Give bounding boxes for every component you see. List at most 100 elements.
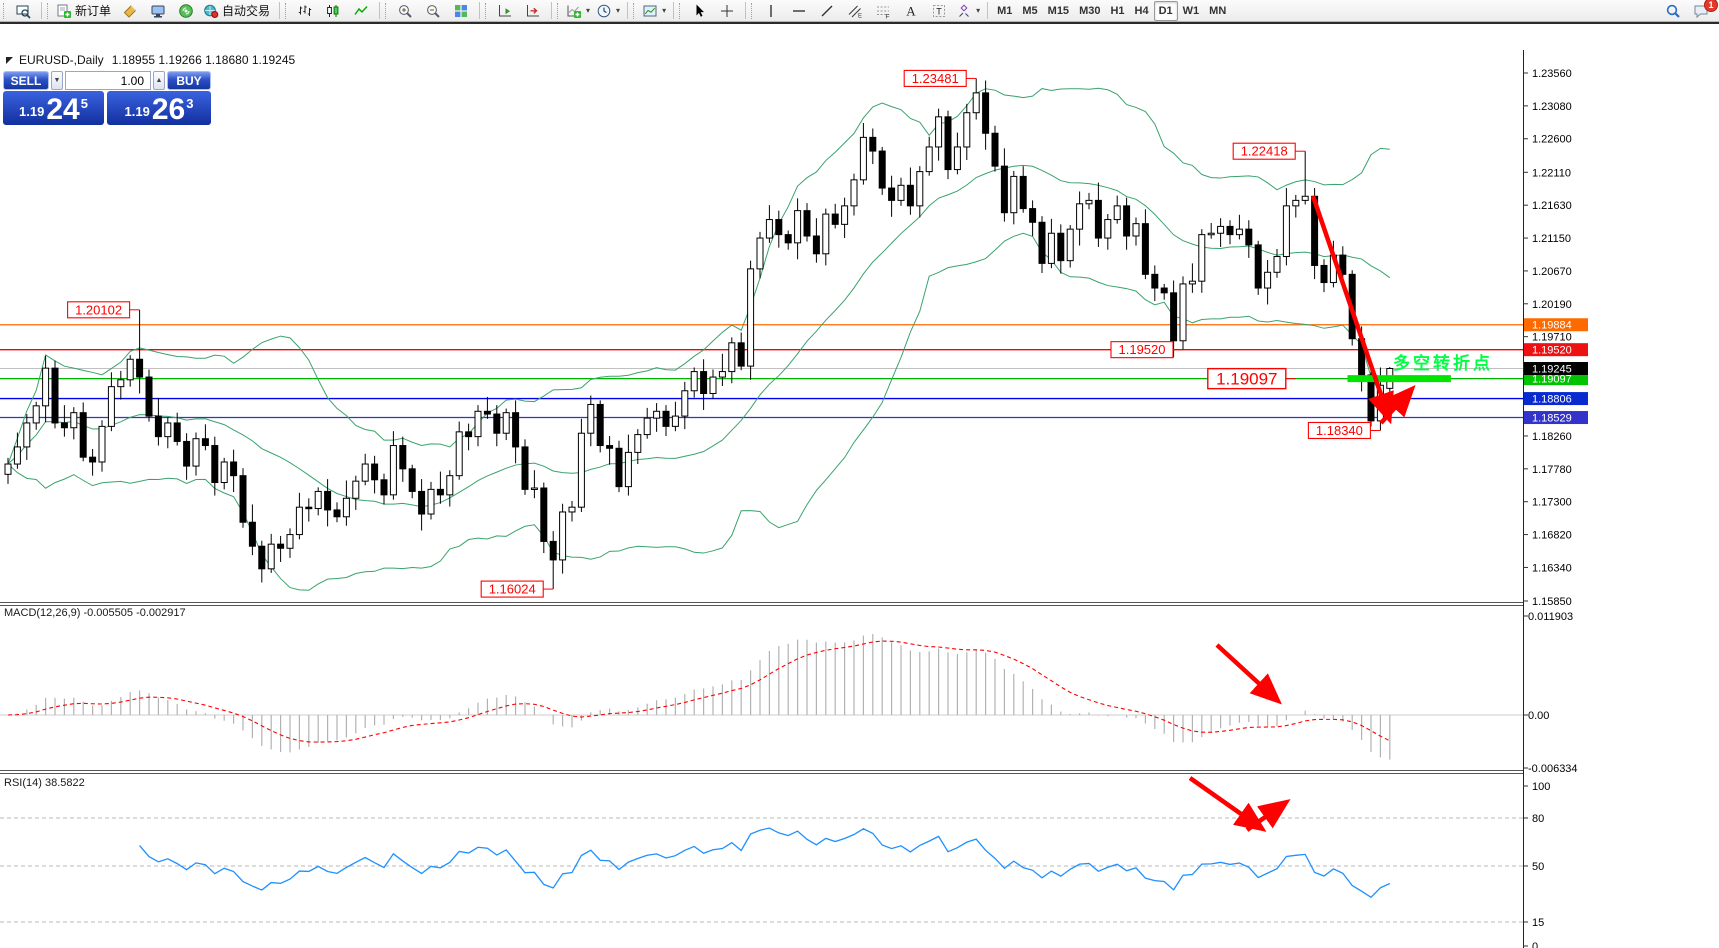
horizontal-line-objects[interactable] [0,324,1523,419]
crosshair-icon [719,3,735,19]
timeframe-M5-button[interactable]: M5 [1022,4,1038,17]
metaeditor-button[interactable] [116,0,144,22]
svg-text:0.00: 0.00 [1528,710,1549,722]
svg-text:1.18260: 1.18260 [1532,431,1572,443]
indicators-list-dropdown-icon[interactable]: ▾ [586,6,591,15]
text-label-tool-button[interactable]: T [925,0,953,22]
buy-price-pip: 3 [186,96,194,111]
toolbar-grip [3,2,6,19]
crosshair-button[interactable] [713,0,741,22]
line-chart-mode-button[interactable] [347,0,375,22]
volume-input[interactable] [65,71,151,90]
equidistant-channel-tool-button[interactable]: E [841,0,869,22]
svg-text:1.22110: 1.22110 [1532,167,1571,179]
macd-signal-line [7,640,1391,743]
price-label-1.23481[interactable]: 1.23481 [903,69,967,87]
volume-decrease-button[interactable]: ▼ [51,71,63,90]
macd-axis[interactable]: 0.011903 0.00 -0.006334 [1523,611,1578,775]
terminal-button[interactable] [144,0,172,22]
trend-arrows[interactable] [1188,195,1416,832]
svg-text:1.19520: 1.19520 [1532,345,1572,357]
search-button[interactable] [1659,0,1687,22]
notifications-button[interactable]: 1 [1687,0,1718,22]
svg-text:T: T [936,6,942,16]
rsi-axis[interactable]: 100 80 50 15 0 [1523,781,1550,948]
svg-text:-0.006334: -0.006334 [1528,763,1578,775]
fibonacci-tool-button[interactable]: F [869,0,897,22]
toolbar-grip [751,2,754,19]
chinese-annotation-text[interactable]: 多空转折点 [1393,354,1493,373]
timeframe-M30-button[interactable]: M30 [1079,4,1101,17]
svg-text:1.19884: 1.19884 [1532,320,1572,332]
tile-windows-icon [453,3,469,19]
price-label-1.22418[interactable]: 1.22418 [1232,142,1296,160]
autotrading-button[interactable]: 自动交易 [200,0,275,22]
chart-window: 1.23560 1.23080 1.22600 1.22110 1.21630 1.211… [0,22,1719,948]
new-order-button[interactable]: 新订单 [53,0,116,22]
timeframe-M15-button[interactable]: M15 [1047,4,1070,17]
timeframe-D1-button[interactable]: D1 [1153,0,1178,21]
svg-text:1.18340: 1.18340 [1316,423,1363,438]
timeframe-MN-button[interactable]: MN [1209,4,1227,17]
zoom-out-button[interactable] [419,0,447,22]
sell-button[interactable]: SELL [3,71,49,90]
auto-scroll-button[interactable] [491,0,519,22]
text-tool-button[interactable]: A [897,0,925,22]
price-label-1.20102[interactable]: 1.20102 [67,301,131,319]
panel-toggle-icon[interactable] [6,56,13,64]
arrows-tool-dropdown-icon[interactable]: ▾ [976,6,981,15]
signals-button[interactable] [172,0,200,22]
price-badge-1.19520: 1.19520 [1524,343,1588,357]
chart-preview-icon [15,3,31,19]
pane-separators[interactable] [0,50,1719,948]
arrows-tool-button[interactable]: ▾ [953,0,983,22]
cursor-button[interactable] [685,0,713,22]
toolbar-separator [279,2,281,19]
svg-text:80: 80 [1532,813,1544,825]
bar-chart-mode-button[interactable] [291,0,319,22]
trendline-tool-button[interactable] [813,0,841,22]
price-label-1.18340[interactable]: 1.18340 [1307,421,1371,440]
timeframe-H4-button[interactable]: H4 [1134,4,1149,17]
sell-price-display[interactable]: 1.19 24 5 [3,91,104,125]
timeframe-H1-button[interactable]: H1 [1110,4,1125,17]
periods-button[interactable]: ▾ [593,0,623,22]
timeframe-W1-button[interactable]: W1 [1182,4,1200,17]
periods-dropdown-icon[interactable]: ▾ [616,6,621,15]
indicators-list-button[interactable]: ▾ [563,0,593,22]
rsi-pane [0,817,1523,923]
buy-button[interactable]: BUY [167,71,211,90]
chart-preview-button[interactable] [9,0,37,22]
bar-chart-mode-icon [297,3,313,19]
text-label-tool-icon: T [931,3,947,19]
vertical-line-tool-button[interactable] [757,0,785,22]
buy-price-display[interactable]: 1.19 26 3 [107,91,211,125]
volume-increase-button[interactable]: ▲ [153,71,165,90]
price-label-1.16024[interactable]: 1.16024 [480,580,544,598]
toolbar: 新订单 自动交易 ▾ ▾ ▾ E F A T ▾ M1 M5 M15 M30 H1 H4 D1 W1 MN 1 [0,0,1719,22]
sell-price-prefix: 1.19 [19,104,45,119]
svg-text:1.17300: 1.17300 [1532,497,1572,509]
tile-windows-button[interactable] [447,0,475,22]
timeframe-M1-button[interactable]: M1 [997,4,1013,17]
templates-button[interactable]: ▾ [639,0,669,22]
price-label-objects[interactable]: 1.20102 1.23481 1.22418 1.19520 1.19097 1.160… [67,69,1381,598]
toolbar-separator [479,2,481,19]
templates-dropdown-icon[interactable]: ▾ [662,6,667,15]
horizontal-line-tool-icon [791,3,807,19]
svg-text:0.011903: 0.011903 [1528,611,1573,623]
svg-text:1.23481: 1.23481 [912,71,959,86]
svg-text:100: 100 [1532,781,1550,793]
candle-chart-mode-button[interactable] [319,0,347,22]
price-label-1.19520[interactable]: 1.19520 [1110,341,1174,359]
price-axis[interactable]: 1.23560 1.23080 1.22600 1.22110 1.21630 1.211… [1523,50,1719,948]
price-label-1.19097[interactable]: 1.19097 [1207,367,1287,390]
sell-price-main: 24 [46,93,80,126]
svg-text:E: E [858,13,862,19]
chart-symbol-period: EURUSD-,Daily [19,53,104,67]
horizontal-line-tool-button[interactable] [785,0,813,22]
chart-shift-button[interactable] [519,0,547,22]
buy-price-prefix: 1.19 [124,104,150,119]
zoom-in-button[interactable] [391,0,419,22]
